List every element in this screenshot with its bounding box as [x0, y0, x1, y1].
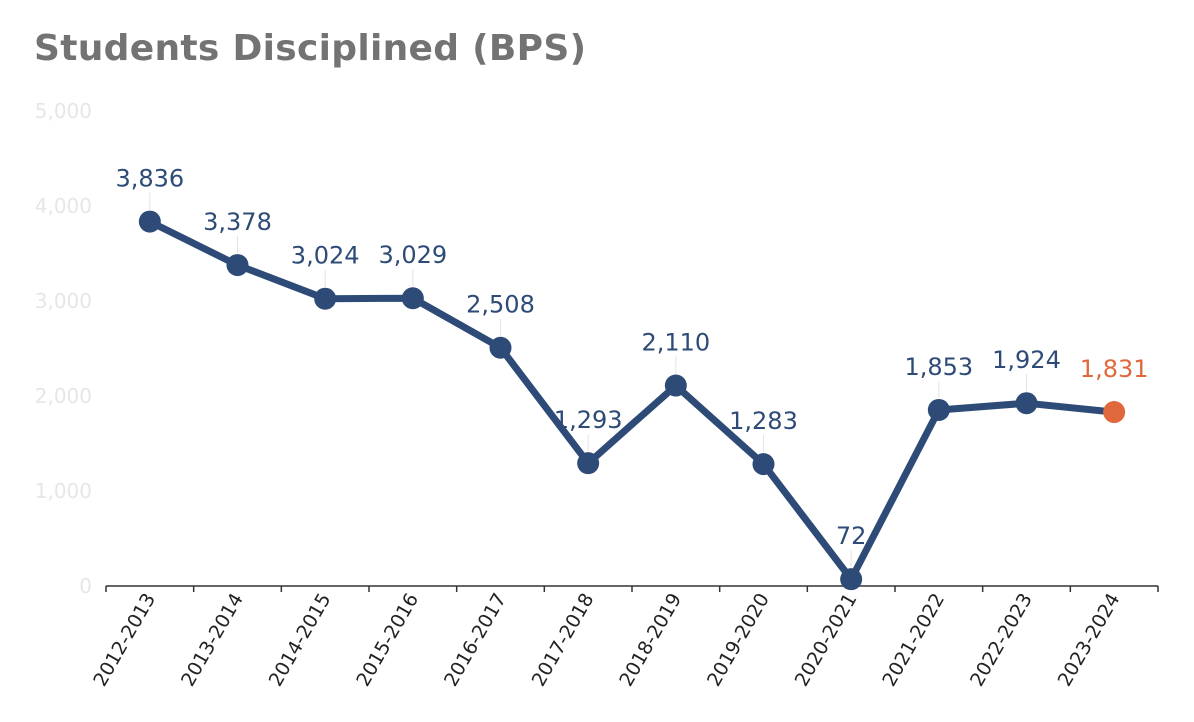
y-tick-label: 1,000 [35, 479, 92, 503]
y-tick-label: 4,000 [35, 194, 92, 218]
data-point [314, 287, 337, 310]
data-point [664, 374, 687, 397]
x-axis-labels: 2012-2013 2013-2014 2014-2015 2015-2016 2016… [89, 589, 1124, 690]
data-points [138, 210, 1126, 591]
x-axis-ticks [105, 586, 1159, 592]
leader-lines [149, 192, 1027, 568]
data-label: 3,024 [291, 242, 360, 270]
x-tick-label: 2017-2018 [528, 590, 599, 691]
data-point [752, 453, 775, 476]
x-tick-label: 2014-2015 [265, 590, 336, 691]
x-tick-label: 2018-2019 [615, 590, 686, 691]
y-tick-label: 5,000 [35, 99, 92, 123]
data-point [840, 568, 863, 591]
y-tick-label: 3,000 [35, 289, 92, 313]
data-label: 1,283 [729, 407, 798, 435]
x-tick-label: 2015-2016 [352, 590, 423, 691]
data-label-highlight: 1,831 [1080, 355, 1149, 383]
data-label: 3,378 [203, 208, 272, 236]
data-label: 1,293 [554, 406, 623, 434]
series-line [146, 218, 1118, 583]
y-tick-label: 0 [79, 574, 92, 598]
x-tick-label: 2016-2017 [440, 590, 511, 691]
data-labels: 3,836 3,378 3,024 3,029 2,508 1,293 2,110 1,283… [115, 165, 1148, 551]
x-tick-label: 2013-2014 [177, 590, 248, 691]
x-tick-label: 2020-2021 [791, 590, 862, 691]
x-tick-label: 2023-2024 [1054, 590, 1125, 691]
x-tick-label: 2021-2022 [878, 589, 949, 690]
data-point [489, 336, 512, 359]
data-point [577, 452, 600, 475]
x-tick-label: 2019-2020 [703, 590, 774, 691]
data-point [927, 398, 950, 421]
chart-title: Students Disciplined (BPS) [34, 28, 587, 69]
y-axis-labels: 0 1,000 2,000 3,000 4,000 5,000 [35, 99, 92, 598]
data-label: 2,508 [466, 291, 535, 319]
y-tick-label: 2,000 [35, 384, 92, 408]
data-point [138, 210, 161, 233]
data-point-highlight [1103, 401, 1126, 424]
data-label: 3,029 [378, 241, 447, 269]
data-label: 72 [836, 522, 867, 550]
data-point [1015, 392, 1038, 415]
data-label: 1,924 [992, 346, 1061, 374]
data-label: 2,110 [641, 329, 710, 357]
x-tick-label: 2012-2013 [89, 590, 160, 691]
data-label: 1,853 [904, 353, 973, 381]
x-tick-label: 2022-2023 [966, 590, 1037, 691]
data-label: 3,836 [115, 165, 184, 193]
data-point [226, 254, 249, 277]
data-point [401, 287, 424, 310]
